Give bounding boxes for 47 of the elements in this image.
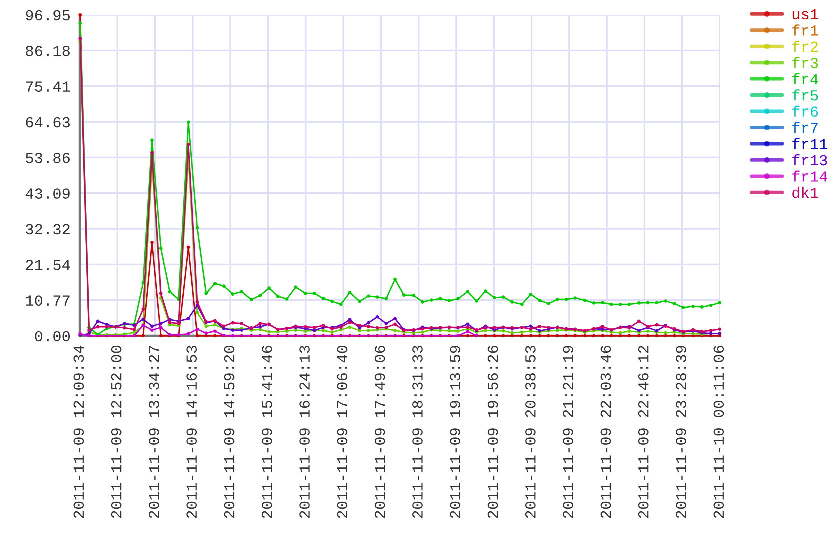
point — [466, 330, 470, 334]
y-tick-label: 96.95 — [26, 10, 70, 21]
x-tick-label: 2011-11-09 16:24:13 — [300, 346, 310, 518]
x-tick-label: 2011-11-09 13:34:27 — [149, 346, 160, 518]
x-tick-label: 2011-11-09 17:06:40 — [337, 346, 348, 518]
x-tick-label: 2011-11-09 23:28:39 — [676, 346, 686, 518]
y-tick-label: 86.18 — [26, 46, 70, 56]
legend-label: fr13 — [792, 154, 828, 166]
x-tick-label: 2011-11-09 12:09:34 — [74, 346, 84, 518]
x-tick-label: 2011-11-09 17:49:06 — [374, 346, 386, 518]
x-tick-label: 2011-11-09 14:16:53 — [186, 346, 198, 518]
legend-label: fr1 — [792, 24, 818, 36]
x-tick-label: 2011-11-09 19:13:59 — [450, 346, 461, 518]
x-tick-label: 2011-11-09 22:03:46 — [600, 346, 612, 518]
x-tick-label: 2011-11-10 00:11:06 — [714, 346, 724, 518]
x-tick-label: 2011-11-09 18:31:33 — [412, 346, 423, 518]
legend-label: fr5 — [792, 90, 818, 101]
y-tick-label: 0.00 — [35, 331, 70, 342]
point — [196, 328, 200, 332]
y-tick-label: 10.77 — [26, 296, 70, 306]
x-tick-label: 2011-11-09 19:56:26 — [488, 346, 498, 518]
x-tick-label: 2011-11-09 15:41:46 — [262, 346, 272, 518]
legend-label: fr3 — [792, 57, 818, 68]
legend-label: fr2 — [792, 40, 818, 52]
legend-label: us1 — [792, 9, 818, 20]
x-tick-label: 2011-11-09 14:59:20 — [224, 346, 235, 518]
point — [186, 332, 190, 336]
point — [214, 330, 217, 334]
y-tick-label: 21.54 — [26, 260, 70, 270]
legend-label: fr7 — [792, 122, 818, 134]
legend-label: dk1 — [792, 186, 818, 198]
point — [159, 326, 163, 330]
legend-label: fr4 — [792, 73, 818, 84]
x-tick-label: 2011-11-09 22:46:12 — [638, 346, 649, 518]
y-tick-label: 32.32 — [26, 224, 70, 235]
y-tick-label: 64.63 — [26, 117, 70, 128]
point — [150, 328, 154, 332]
legend-label: fr6 — [792, 106, 818, 118]
y-tick-label: 75.41 — [26, 82, 70, 92]
point — [204, 332, 208, 336]
legend-label: fr11 — [792, 138, 828, 150]
y-tick-label: 53.86 — [26, 152, 70, 164]
legend-label: fr14 — [792, 170, 828, 182]
x-tick-label: 2011-11-09 21:21:19 — [563, 346, 574, 518]
x-tick-label: 2011-11-09 12:52:00 — [111, 346, 122, 518]
x-tick-label: 2011-11-09 20:38:53 — [525, 346, 536, 518]
y-tick-label: 43.09 — [26, 188, 70, 200]
